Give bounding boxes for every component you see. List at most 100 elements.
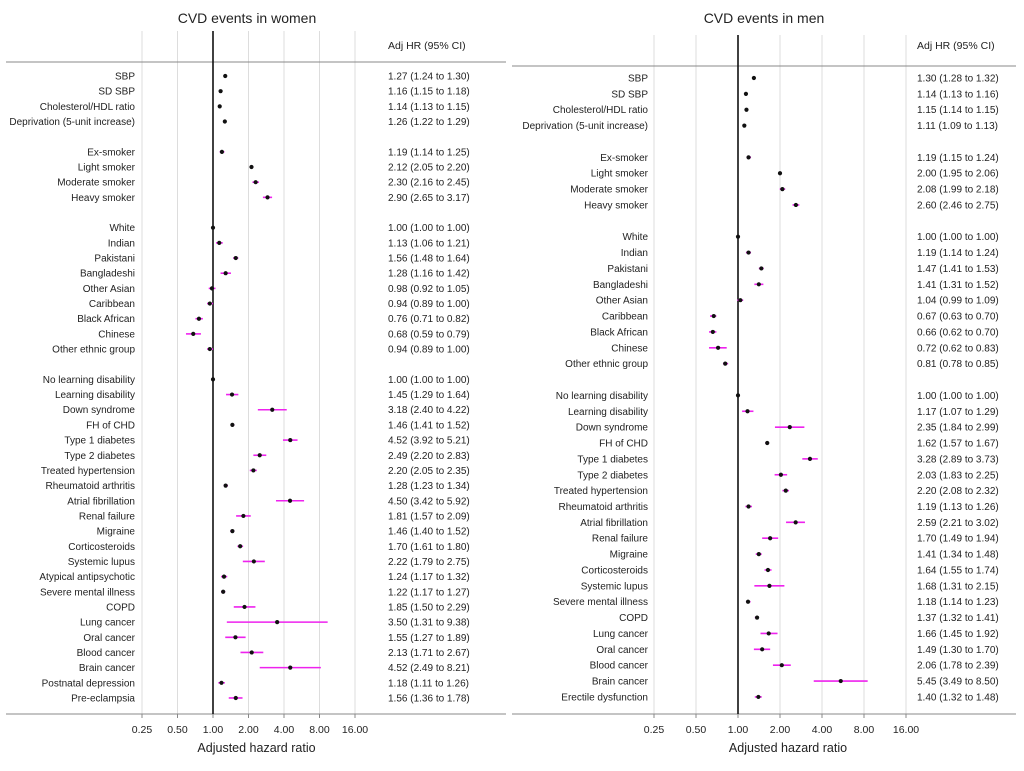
- hr-point: [745, 599, 751, 604]
- row-label: FH of CHD: [86, 420, 135, 431]
- row-value: 4.50 (3.42 to 5.92): [388, 496, 470, 507]
- row-label: Brain cancer: [592, 677, 649, 688]
- x-tick-label: 16.00: [893, 724, 919, 736]
- row-label: No learning disability: [556, 391, 648, 402]
- row-value: 1.00 (1.00 to 1.00): [388, 375, 470, 386]
- row-label: Deprivation (5-unit increase): [9, 117, 135, 128]
- row-label: Other Asian: [83, 284, 135, 295]
- row-label: Deprivation (5-unit increase): [522, 121, 648, 132]
- hr-point: [793, 202, 798, 208]
- hr-point: [744, 107, 749, 112]
- hr-point: [253, 180, 258, 185]
- hr-point: [754, 615, 760, 620]
- hr-point: [760, 647, 765, 652]
- row-value: 3.50 (1.31 to 9.38): [388, 618, 470, 629]
- hr-point: [223, 483, 228, 488]
- row-value: 1.19 (1.14 to 1.24): [917, 248, 999, 259]
- hr-point: [756, 694, 761, 700]
- row-value: 2.03 (1.83 to 2.25): [917, 470, 999, 481]
- x-tick-label: 16.00: [342, 724, 368, 736]
- row-value: 2.13 (1.71 to 2.67): [388, 648, 470, 659]
- row-value: 1.81 (1.57 to 2.09): [388, 511, 470, 522]
- row-label: Cholesterol/HDL ratio: [40, 102, 136, 113]
- row-label: Blood cancer: [77, 648, 136, 659]
- row-value: 0.72 (0.62 to 0.83): [917, 343, 999, 354]
- row-label: Pre-eclampsia: [71, 693, 135, 704]
- hr-point: [783, 488, 788, 493]
- hr-point: [209, 286, 215, 291]
- row-label: Corticosteroids: [581, 565, 648, 576]
- hr-point: [265, 195, 270, 200]
- hr-point: [219, 149, 225, 154]
- hr-point: [711, 313, 716, 319]
- x-tick-label: 0.25: [644, 724, 665, 736]
- row-value: 1.04 (0.99 to 1.09): [917, 296, 999, 307]
- row-label: Oral cancer: [596, 645, 648, 656]
- row-value: 1.11 (1.09 to 1.13): [917, 121, 998, 132]
- row-value: 2.00 (1.95 to 2.06): [917, 169, 999, 180]
- row-label: Blood cancer: [590, 661, 649, 672]
- x-tick-label: 8.00: [854, 724, 875, 736]
- row-label: White: [109, 223, 135, 234]
- row-label: Type 1 diabetes: [64, 436, 135, 447]
- hr-point: [715, 345, 721, 350]
- hr-point: [217, 240, 222, 245]
- x-axis-label: Adjusted hazard ratio: [197, 741, 315, 755]
- row-value: 1.40 (1.32 to 1.48): [917, 692, 999, 703]
- row-value: 1.19 (1.14 to 1.25): [388, 147, 470, 158]
- row-value: 3.18 (2.40 to 4.22): [388, 405, 470, 416]
- row-value: 1.41 (1.34 to 1.48): [917, 550, 999, 561]
- hr-point: [210, 225, 216, 230]
- row-label: Ex-smoker: [600, 153, 648, 164]
- row-label: Ex-smoker: [87, 147, 135, 158]
- row-label: Cholesterol/HDL ratio: [553, 105, 649, 116]
- row-value: 1.46 (1.40 to 1.52): [388, 527, 470, 538]
- hr-point: [735, 393, 741, 398]
- row-value: 1.28 (1.23 to 1.34): [388, 481, 470, 492]
- row-label: Down syndrome: [63, 405, 136, 416]
- row-value: 2.59 (2.21 to 3.02): [917, 518, 999, 529]
- hr-point: [222, 119, 227, 124]
- hr-point: [780, 186, 785, 192]
- row-label: Down syndrome: [576, 423, 649, 434]
- row-value: 0.81 (0.78 to 0.85): [917, 359, 999, 370]
- row-label: Light smoker: [591, 169, 649, 180]
- row-value: 0.94 (0.89 to 1.00): [388, 299, 470, 310]
- row-value: 1.26 (1.22 to 1.29): [388, 117, 470, 128]
- row-value: 2.06 (1.78 to 2.39): [917, 661, 999, 672]
- row-label: Lung cancer: [80, 618, 136, 629]
- x-tick-label: 4.00: [274, 724, 295, 736]
- row-label: Brain cancer: [79, 663, 136, 674]
- hr-point: [766, 631, 771, 636]
- hr-point: [807, 456, 813, 461]
- row-label: Black African: [590, 327, 648, 338]
- row-value: 1.30 (1.28 to 1.32): [917, 74, 999, 85]
- panel-women: CVD events in women Adj HR (95% CI) SBP 1.2…: [6, 10, 506, 755]
- row-value: 0.94 (0.89 to 1.00): [388, 345, 470, 356]
- hr-point: [210, 377, 216, 382]
- row-value: 2.49 (2.20 to 2.83): [388, 451, 470, 462]
- hr-point: [238, 544, 243, 549]
- hr-point: [275, 620, 280, 625]
- row-value: 1.24 (1.17 to 1.32): [388, 572, 470, 583]
- row-value: 1.16 (1.15 to 1.18): [388, 87, 470, 98]
- hr-point: [270, 407, 275, 412]
- row-label: Caribbean: [89, 299, 135, 310]
- row-value: 1.46 (1.41 to 1.52): [388, 420, 470, 431]
- x-tick-label: 1.00: [728, 724, 749, 736]
- row-label: Other ethnic group: [565, 359, 648, 370]
- row-value: 2.20 (2.08 to 2.32): [917, 486, 999, 497]
- row-label: Oral cancer: [83, 633, 135, 644]
- row-value: 2.20 (2.05 to 2.35): [388, 466, 470, 477]
- hr-point: [779, 663, 784, 668]
- row-value: 1.19 (1.13 to 1.26): [917, 502, 999, 513]
- row-label: Type 2 diabetes: [64, 451, 135, 462]
- hr-point: [196, 316, 202, 321]
- hr-point: [191, 331, 196, 336]
- row-label: Severe mental illness: [40, 587, 135, 598]
- row-label: Migraine: [97, 527, 136, 538]
- hr-point: [223, 73, 228, 79]
- row-label: Corticosteroids: [68, 542, 135, 553]
- row-label: White: [622, 232, 648, 243]
